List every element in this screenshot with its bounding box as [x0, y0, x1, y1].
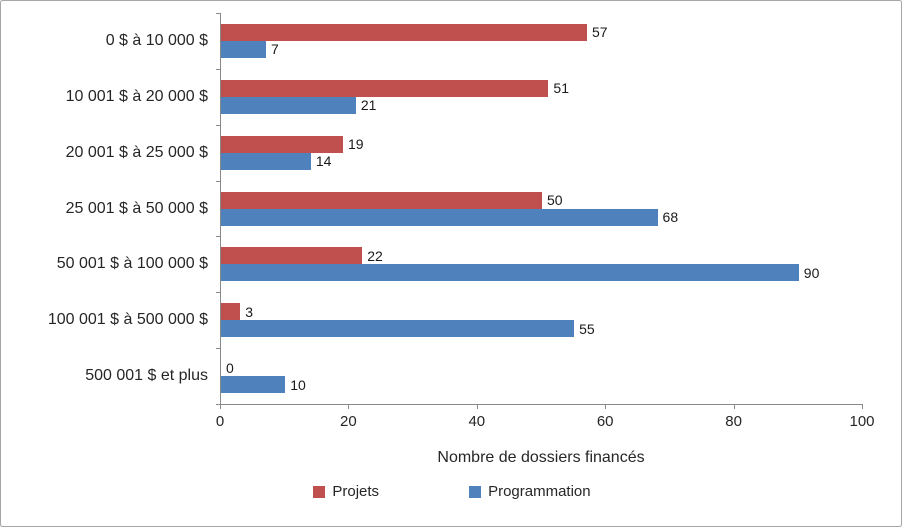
legend-swatch-projets — [313, 485, 326, 498]
value-label: 7 — [270, 41, 279, 58]
legend: Projets Programmation — [1, 483, 901, 500]
bar-projets — [221, 191, 542, 209]
category-label: 100 001 $ à 500 000 $ — [47, 311, 208, 329]
category-label: 0 $ à 10 000 $ — [105, 31, 208, 49]
x-axis-tick — [476, 404, 478, 409]
legend-item-projets: Projets — [313, 483, 379, 500]
y-axis-tick — [216, 13, 220, 14]
bar-projets — [221, 303, 241, 321]
bar-programmation — [221, 208, 658, 226]
bar-programmation — [221, 40, 266, 58]
plot-area — [220, 13, 863, 405]
bar-projets — [221, 79, 549, 97]
legend-label-programmation: Programmation — [488, 483, 591, 500]
y-axis-tick — [216, 404, 220, 405]
bar-programmation — [221, 152, 311, 170]
bar-programmation — [221, 96, 356, 114]
value-label: 0 — [226, 359, 234, 376]
bar-programmation — [221, 264, 799, 282]
x-axis-tick — [220, 404, 221, 409]
category-label: 50 001 $ à 100 000 $ — [56, 255, 208, 273]
x-axis-tick-label: 100 — [849, 413, 875, 430]
x-axis-tick-label: 60 — [596, 413, 614, 430]
y-axis-tick — [216, 236, 220, 238]
value-label: 51 — [553, 80, 569, 97]
x-axis-tick — [605, 404, 607, 409]
x-axis-tick-label: 80 — [725, 413, 742, 430]
y-axis-tick — [216, 68, 220, 70]
x-axis-tick — [733, 404, 735, 409]
bar-projets — [221, 135, 343, 153]
value-label: 21 — [360, 97, 377, 114]
value-label: 22 — [367, 247, 383, 264]
value-label: 10 — [290, 376, 306, 393]
category-label: 20 001 $ à 25 000 $ — [65, 143, 208, 161]
y-axis-tick — [216, 124, 220, 126]
x-axis-tick-label: 40 — [468, 413, 486, 430]
value-label: 90 — [803, 264, 820, 281]
x-axis-tick — [348, 404, 350, 409]
bar-projets — [221, 23, 587, 41]
value-label: 50 — [547, 192, 563, 208]
bar-programmation — [221, 320, 575, 338]
bar-programmation — [221, 376, 286, 394]
x-axis-title: Nombre de dossiers financés — [437, 449, 645, 466]
y-axis-tick — [216, 348, 220, 350]
category-label: 25 001 $ à 50 000 $ — [65, 199, 208, 217]
legend-label-projets: Projets — [332, 483, 380, 500]
category-label: 500 001 $ et plus — [85, 367, 208, 385]
category-label: 10 001 $ à 20 000 $ — [65, 87, 208, 105]
value-label: 57 — [591, 24, 608, 41]
y-axis-tick — [216, 180, 220, 182]
y-axis-tick — [216, 292, 220, 294]
value-label: 14 — [315, 153, 332, 170]
x-axis-tick-label: 0 — [215, 413, 225, 430]
value-label: 3 — [245, 303, 254, 320]
value-label: 55 — [579, 320, 595, 337]
bar-projets — [221, 247, 363, 265]
value-label: 19 — [347, 136, 364, 153]
x-axis-tick — [862, 404, 863, 409]
legend-swatch-programmation — [469, 485, 482, 498]
value-label: 68 — [662, 209, 679, 225]
x-axis-tick-label: 20 — [340, 413, 357, 430]
legend-item-programmation: Programmation — [469, 483, 591, 500]
